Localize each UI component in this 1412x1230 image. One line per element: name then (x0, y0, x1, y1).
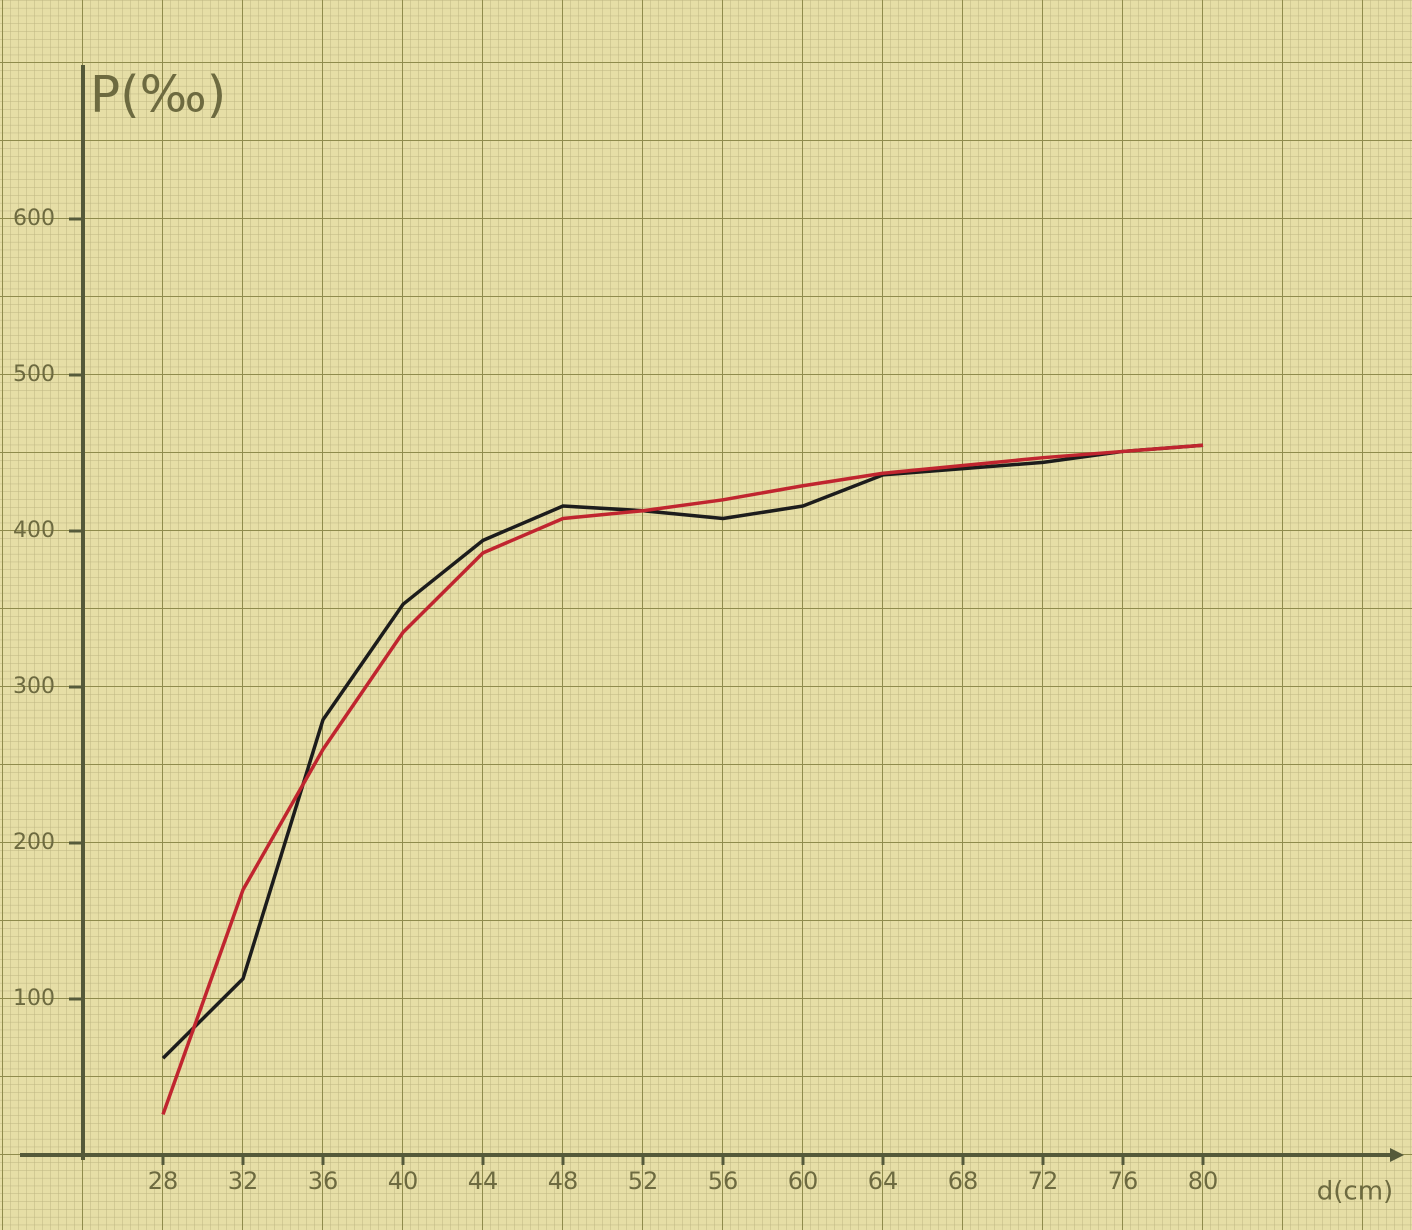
y-tick-label: 200 (13, 830, 55, 855)
y-tick-label: 500 (13, 362, 55, 387)
x-arrow (1390, 1148, 1404, 1162)
x-tick-label: 80 (1188, 1167, 1219, 1195)
x-tick-label: 48 (548, 1167, 579, 1195)
y-tick-label: 400 (13, 518, 55, 543)
x-tick-label: 64 (868, 1167, 899, 1195)
x-tick-label: 44 (468, 1167, 499, 1195)
x-tick-label: 40 (388, 1167, 419, 1195)
y-tick-label: 100 (13, 986, 55, 1011)
x-tick-label: 60 (788, 1167, 819, 1195)
x-tick-label: 76 (1108, 1167, 1139, 1195)
series-line (161, 443, 1204, 1116)
y-axis-label: P(‰) (90, 66, 226, 124)
x-tick-label: 68 (948, 1167, 979, 1195)
x-tick-label: 36 (308, 1167, 339, 1195)
x-tick-label: 56 (708, 1167, 739, 1195)
y-tick-label: 300 (13, 674, 55, 699)
series-line (161, 443, 1204, 1060)
x-tick-label: 28 (148, 1167, 179, 1195)
x-tick-label: 32 (228, 1167, 259, 1195)
y-tick-label: 600 (13, 206, 55, 231)
x-tick-label: 52 (628, 1167, 659, 1195)
x-axis-label: d(cm) (1317, 1177, 1393, 1207)
x-tick-label: 72 (1028, 1167, 1059, 1195)
